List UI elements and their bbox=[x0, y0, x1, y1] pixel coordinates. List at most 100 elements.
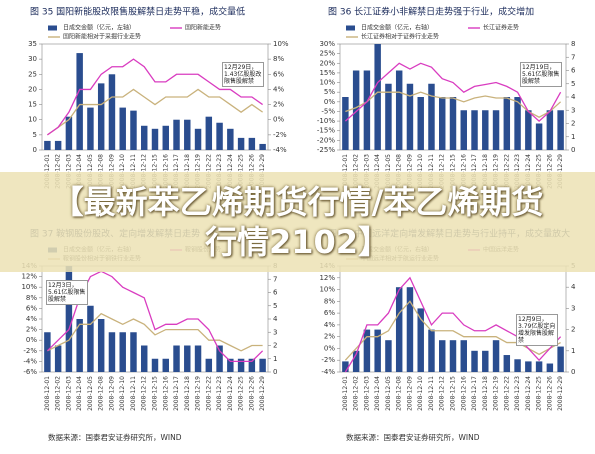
y2-tick-label: 6 bbox=[571, 67, 576, 75]
banner-title: 【最新苯乙烯期货行情/苯乙烯期货行情2102】 bbox=[51, 183, 544, 261]
y2-tick-label: 5 bbox=[273, 302, 277, 310]
x-tick-label: 2008-12-18 bbox=[482, 376, 489, 411]
bar bbox=[385, 340, 392, 372]
y2-tick-label: 1 bbox=[571, 133, 575, 141]
x-tick-label: 2008-12-01 bbox=[44, 376, 51, 411]
bar bbox=[352, 70, 360, 150]
x-tick-label: 2008-12-05 bbox=[385, 154, 392, 189]
y2-tick-label: 1 bbox=[571, 347, 575, 355]
legend-label: 日成交金额（亿元，左轴） bbox=[63, 24, 135, 32]
bar bbox=[557, 110, 564, 150]
bar bbox=[227, 358, 234, 372]
x-tick-label: 2008-12-29 bbox=[259, 376, 266, 411]
bar bbox=[546, 110, 554, 150]
line bbox=[345, 91, 562, 118]
bar bbox=[471, 350, 478, 372]
legend-swatch bbox=[48, 25, 57, 31]
bar bbox=[342, 361, 349, 372]
y2-tick-label: 5 bbox=[571, 80, 575, 88]
banner: 【最新苯乙烯期货行情/苯乙烯期货行情2102】 bbox=[0, 172, 595, 272]
bar bbox=[428, 83, 435, 150]
x-tick-label: 2008-12-04 bbox=[374, 154, 381, 189]
bar bbox=[492, 340, 500, 372]
bar bbox=[173, 345, 180, 372]
y-tick-label: 15% bbox=[319, 69, 335, 77]
x-tick-label: 2008-12-01 bbox=[342, 376, 349, 411]
y2-tick-label: 8 bbox=[571, 40, 575, 48]
bar bbox=[259, 358, 266, 372]
annotation-box: 12月29日，1.43亿股股改限售股解禁 bbox=[222, 62, 264, 87]
x-tick-label: 2008-12-22 bbox=[205, 154, 212, 189]
x-tick-label: 2008-12-09 bbox=[406, 376, 413, 411]
x-tick-label: 2008-12-25 bbox=[238, 376, 245, 411]
x-tick-label: 2008-12-08 bbox=[396, 376, 403, 411]
bar bbox=[417, 97, 424, 150]
bar bbox=[216, 122, 223, 150]
y2-tick-label: -4% bbox=[273, 146, 287, 154]
annotation-box: 12月9日，3.79亿股定向增发限售股解禁 bbox=[516, 314, 558, 346]
x-tick-label: 2008-12-19 bbox=[195, 376, 202, 411]
x-tick-label: 2008-12-04 bbox=[374, 376, 381, 411]
x-tick-label: 2008-12-11 bbox=[130, 376, 137, 411]
bar bbox=[119, 107, 126, 150]
y-tick-label: 10% bbox=[319, 79, 335, 87]
bar bbox=[374, 329, 381, 372]
bar bbox=[108, 332, 116, 372]
x-tick-label: 2008-12-26 bbox=[546, 154, 553, 189]
legend-swatch bbox=[346, 25, 355, 31]
y2-tick-label: 10% bbox=[273, 40, 289, 48]
x-tick-label: 2008-12-17 bbox=[173, 376, 180, 411]
bar bbox=[428, 329, 435, 372]
x-tick-label: 2008-12-01 bbox=[342, 154, 349, 189]
bar bbox=[395, 70, 403, 150]
bar bbox=[76, 53, 83, 151]
x-tick-label: 2008-12-18 bbox=[482, 154, 489, 189]
bar bbox=[406, 83, 414, 150]
x-tick-label: 2008-12-05 bbox=[385, 376, 392, 411]
x-tick-label: 2008-12-26 bbox=[248, 154, 255, 189]
y-tick-label: -25% bbox=[317, 146, 335, 154]
bar bbox=[535, 123, 543, 150]
x-tick-label: 2008-12-29 bbox=[259, 154, 266, 189]
y-tick-label: 35 bbox=[28, 40, 37, 48]
x-tick-label: 2008-12-26 bbox=[546, 376, 553, 411]
y2-tick-label: 2 bbox=[571, 326, 575, 334]
bar bbox=[248, 358, 256, 372]
legend-label: 国阳新能相对于采掘行业走势 bbox=[63, 33, 141, 41]
bar bbox=[184, 119, 191, 150]
x-tick-label: 2008-12-10 bbox=[119, 376, 126, 411]
y2-tick-label: 4% bbox=[273, 85, 284, 93]
x-tick-label: 2008-12-11 bbox=[428, 376, 435, 411]
bar bbox=[525, 361, 532, 372]
chart-title: 图 36 长江证券小非解禁日走势强于行业，成交增加 bbox=[328, 6, 534, 18]
line bbox=[344, 300, 561, 361]
y-tick-label: -6% bbox=[23, 368, 37, 376]
y-tick-label: 10% bbox=[319, 286, 335, 294]
chart-title: 图 35 国阳新能股改限售股解禁日走势平稳，成交量低 bbox=[30, 6, 245, 18]
x-tick-label: 2008-12-03 bbox=[363, 154, 370, 189]
x-tick-label: 2008-12-29 bbox=[557, 154, 564, 189]
x-tick-label: 2008-12-25 bbox=[536, 376, 543, 411]
y-tick-label: 12% bbox=[21, 273, 37, 281]
y2-tick-label: 0 bbox=[273, 368, 277, 376]
y2-tick-label: 4 bbox=[571, 283, 576, 291]
y2-tick-label: 7 bbox=[273, 275, 277, 283]
y2-tick-label: 3 bbox=[273, 328, 277, 336]
y-tick-label: 5% bbox=[324, 88, 335, 96]
bar bbox=[162, 358, 169, 372]
x-tick-label: 2008-12-16 bbox=[460, 376, 467, 411]
y2-tick-label: 2% bbox=[273, 101, 284, 109]
bar bbox=[65, 266, 73, 372]
bar bbox=[395, 287, 403, 372]
bar bbox=[87, 305, 94, 372]
x-tick-label: 2008-12-08 bbox=[396, 154, 403, 189]
x-tick-label: 2008-12-29 bbox=[557, 376, 564, 411]
x-tick-label: 2008-12-17 bbox=[173, 154, 180, 189]
y-tick-label: 12% bbox=[319, 274, 335, 282]
bar bbox=[216, 345, 223, 372]
x-tick-label: 2008-12-26 bbox=[248, 376, 255, 411]
bar bbox=[173, 119, 180, 150]
bar bbox=[514, 97, 521, 150]
bar bbox=[342, 97, 349, 150]
